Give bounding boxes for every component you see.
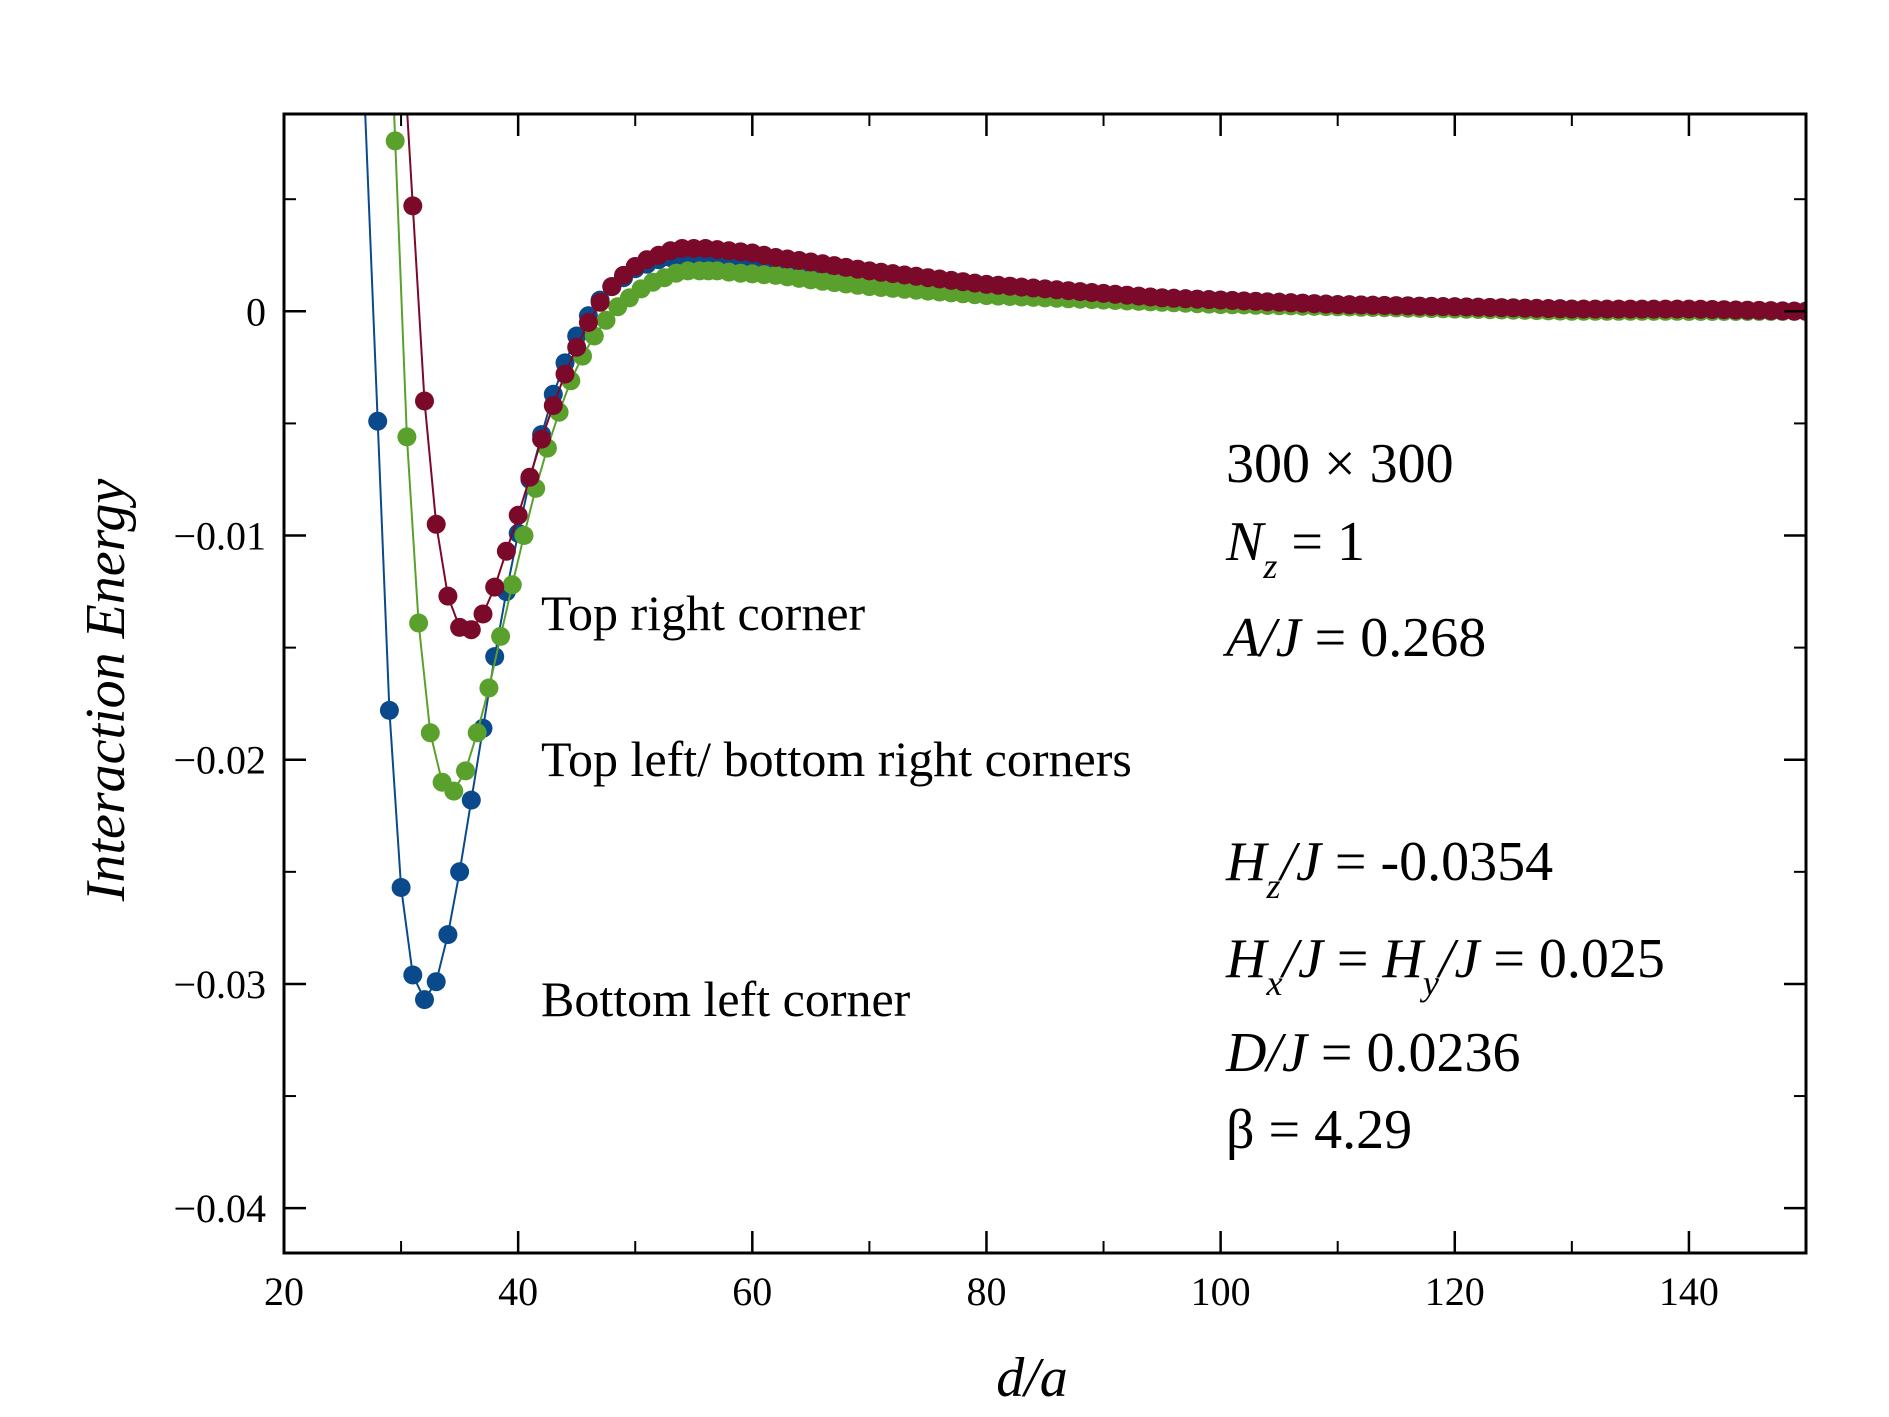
- hy-symbol: H: [1381, 928, 1425, 990]
- x-tick-label: 80: [966, 1269, 1006, 1314]
- x-tick-label: 100: [1191, 1269, 1251, 1314]
- data-point: [508, 505, 528, 525]
- hz-subscript: z: [1265, 866, 1280, 906]
- data-point: [461, 790, 481, 810]
- plot-frame: [282, 112, 1808, 1255]
- data-point: [567, 337, 587, 357]
- param-lattice-size: 300 × 300: [1226, 433, 1454, 495]
- y-tick-label: 0: [246, 289, 266, 334]
- data-point: [532, 429, 552, 449]
- param-hz: Hz/J = -0.0354: [1225, 831, 1553, 906]
- series-label-top-right: Top right corner: [541, 585, 866, 641]
- series-line: [406, 114, 1806, 631]
- y-tick-label: −0.04: [173, 1186, 266, 1231]
- data-point: [444, 781, 464, 801]
- data-point: [403, 965, 423, 985]
- dj-symbol: D/J: [1225, 1022, 1310, 1084]
- hxy-equals: =: [1323, 928, 1383, 990]
- data-point: [368, 411, 388, 431]
- series-label-top-left-bottom-right: Top left/ bottom right corners: [541, 731, 1132, 787]
- series-line: [364, 114, 1806, 1002]
- nz-subscript: z: [1262, 546, 1277, 586]
- hz-value: = -0.0354: [1321, 831, 1553, 893]
- data-series-layer: [364, 114, 1806, 1010]
- data-point: [438, 586, 458, 606]
- hx-subscript: x: [1265, 963, 1282, 1003]
- data-point: [578, 313, 598, 332]
- hz-symbol: H: [1225, 831, 1269, 893]
- data-point: [502, 575, 522, 595]
- axis-ticks: 20 40 60 80 100 120 140 0 −0.01 −0.02 −0.03 −0.04: [173, 114, 1806, 1314]
- hy-subscript: y: [1420, 963, 1439, 1003]
- dj-value: = 0.0236: [1307, 1022, 1521, 1084]
- series-line: [393, 114, 1806, 793]
- hx-denominator: /J: [1279, 928, 1326, 990]
- x-tick-label: 60: [732, 1269, 772, 1314]
- data-point: [467, 723, 487, 743]
- data-point: [596, 310, 616, 330]
- data-point: [461, 620, 481, 640]
- data-point: [555, 364, 575, 384]
- param-beta: β = 4.29: [1226, 1099, 1412, 1161]
- x-axis-title: d/a: [996, 1347, 1068, 1409]
- data-point: [514, 526, 534, 545]
- data-point: [409, 613, 429, 633]
- data-point: [590, 292, 610, 312]
- data-point: [397, 427, 417, 447]
- series-2: [364, 114, 1806, 1010]
- param-aj: A/J = 0.268: [1222, 607, 1486, 669]
- data-point: [450, 862, 470, 882]
- data-point: [426, 514, 446, 534]
- series-1: [385, 114, 1806, 801]
- y-tick-label: −0.02: [173, 738, 266, 783]
- param-dj: D/J = 0.0236: [1225, 1022, 1520, 1084]
- y-axis-title: Interaction Energy: [75, 479, 137, 903]
- nz-symbol: N: [1225, 511, 1266, 573]
- hxy-value: = 0.025: [1479, 928, 1665, 990]
- data-point: [496, 541, 516, 561]
- data-point: [379, 700, 399, 720]
- aj-symbol: A/J: [1222, 607, 1304, 669]
- hz-denominator: /J: [1277, 831, 1324, 893]
- data-point: [473, 604, 493, 624]
- data-point: [543, 396, 563, 415]
- data-point: [403, 196, 423, 216]
- series-0: [403, 114, 1806, 640]
- nz-value: = 1: [1277, 511, 1365, 573]
- data-point: [415, 990, 434, 1010]
- data-point: [385, 131, 405, 151]
- x-tick-label: 140: [1659, 1269, 1719, 1314]
- data-point: [415, 391, 434, 411]
- x-tick-label: 20: [264, 1269, 304, 1314]
- param-nz: Nz = 1: [1225, 511, 1365, 586]
- data-point: [491, 626, 511, 646]
- data-point: [479, 678, 499, 698]
- y-tick-label: −0.01: [173, 514, 266, 559]
- data-point: [456, 761, 475, 781]
- data-point: [391, 878, 411, 897]
- hx-symbol: H: [1225, 928, 1269, 990]
- data-point: [485, 577, 505, 597]
- series-label-bottom-left: Bottom left corner: [541, 971, 911, 1027]
- data-point: [438, 925, 458, 945]
- data-point: [420, 723, 440, 743]
- x-tick-label: 40: [498, 1269, 538, 1314]
- y-tick-label: −0.03: [173, 962, 266, 1007]
- data-point: [485, 647, 505, 667]
- param-hxy: Hx/J = Hy/J = 0.025: [1225, 928, 1665, 1003]
- data-point: [520, 467, 540, 487]
- hy-denominator: /J: [1436, 928, 1483, 990]
- data-point: [426, 972, 446, 992]
- aj-value: = 0.268: [1301, 607, 1487, 669]
- x-tick-label: 120: [1425, 1269, 1485, 1314]
